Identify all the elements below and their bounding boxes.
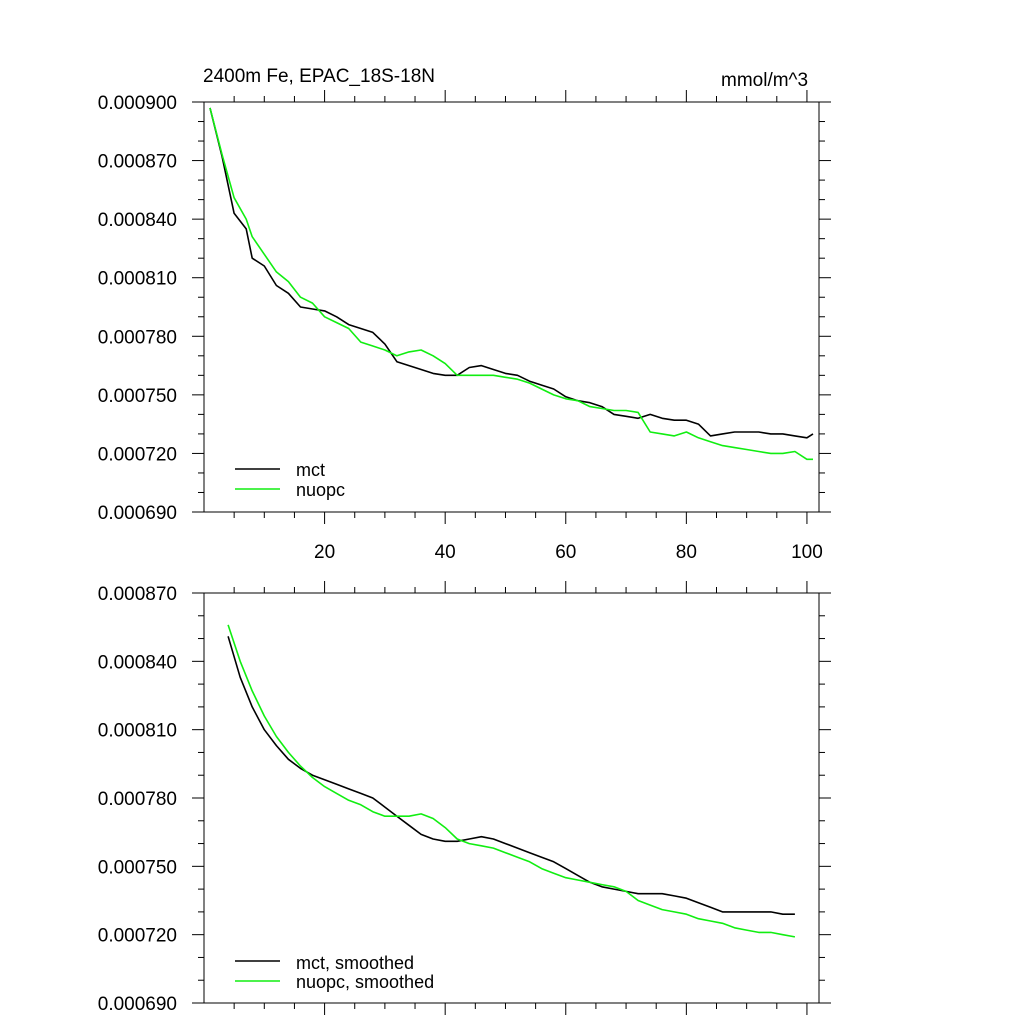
series-line-nuopc-smoothed [227, 624, 796, 938]
y-tick-label: 0.000690 [98, 503, 177, 524]
bottom-panel: 0.000690 0.000720 0.000750 0.000780 0.000810… [98, 581, 831, 1015]
y-tick-label: 0.000840 [98, 210, 177, 231]
chart-title: 2400m Fe, EPAC_18S-18N [203, 66, 435, 87]
y-tick-label: 0.000780 [98, 327, 177, 348]
legend-label-mct: mct [296, 460, 325, 480]
y-tick-label: 0.000810 [98, 721, 177, 742]
plot-frame [203, 592, 820, 1004]
series-line-nuopc [209, 107, 813, 461]
legend-label-mct-smoothed: mct, smoothed [296, 953, 415, 973]
x-tick-label: 100 [791, 542, 823, 563]
y-tick-label: 0.000900 [98, 93, 177, 114]
y-tick-label: 0.000750 [98, 386, 177, 407]
y-tick-label: 0.000810 [98, 269, 177, 290]
x-tick-label: 20 [314, 542, 335, 563]
series-line-mct-smoothed [227, 636, 795, 916]
y-tick-label: 0.000780 [98, 789, 177, 810]
y-tick-label: 0.000720 [98, 444, 177, 465]
x-tick-label: 80 [676, 542, 697, 563]
y-tick-label: 0.000870 [98, 152, 177, 173]
units-label: mmol/m^3 [721, 70, 809, 91]
plot-frame [203, 101, 820, 513]
y-tick-label: 0.000750 [98, 857, 177, 878]
y-tick-label: 0.000690 [98, 994, 177, 1015]
legend-label-nuopc-smoothed: nuopc, smoothed [296, 972, 435, 992]
top-panel: 20 40 60 80 100 0.000690 0.000720 0.000750 0.000… [98, 90, 831, 563]
x-tick-label: 40 [435, 542, 456, 563]
y-tick-label: 0.000840 [98, 652, 177, 673]
legend-label-nuopc: nuopc [296, 480, 346, 500]
y-tick-label: 0.000870 [98, 584, 177, 605]
x-tick-label: 60 [555, 542, 576, 563]
y-tick-label: 0.000720 [98, 926, 177, 947]
series-line-mct [209, 107, 814, 439]
